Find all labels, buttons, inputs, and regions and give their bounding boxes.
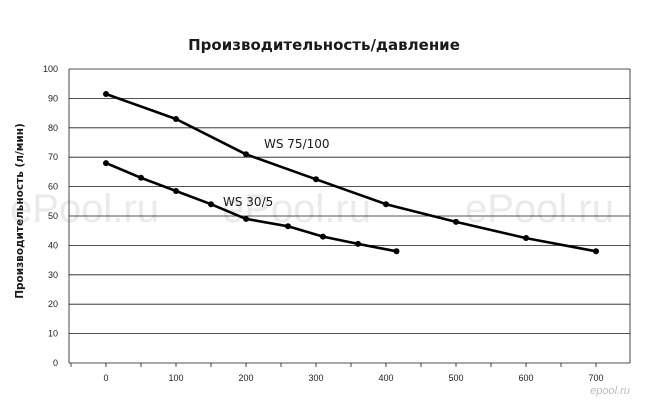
series-label: WS 30/5 xyxy=(223,195,273,209)
data-point xyxy=(393,248,400,255)
y-tick-label: 80 xyxy=(48,123,58,133)
data-point xyxy=(383,201,389,208)
x-tick-label: 300 xyxy=(308,373,323,383)
y-tick-label: 10 xyxy=(48,329,58,339)
y-axis-label: Производительность (л/мин) xyxy=(14,123,26,299)
data-point xyxy=(453,218,459,225)
y-tick-label: 70 xyxy=(48,152,58,162)
data-point xyxy=(103,90,109,97)
data-point xyxy=(285,223,291,230)
x-tick-label: 0 xyxy=(103,373,108,383)
x-tick-label: 700 xyxy=(588,373,603,383)
x-tick-label: 100 xyxy=(168,373,183,383)
data-point xyxy=(208,201,214,208)
y-tick-label: 30 xyxy=(48,270,58,280)
series-label: WS 75/100 xyxy=(264,137,330,151)
x-tick-label: 600 xyxy=(518,373,533,383)
data-point xyxy=(138,174,144,181)
data-point xyxy=(173,115,179,122)
data-point xyxy=(320,233,326,240)
y-tick-label: 0 xyxy=(53,358,58,368)
watermark-text: ePool.ru xyxy=(465,187,614,231)
data-point xyxy=(103,160,109,167)
y-tick-label: 100 xyxy=(43,64,58,74)
x-tick-labels: 0 100 200 300 400 500 600 700 xyxy=(70,363,604,383)
y-tick-label: 60 xyxy=(48,182,58,192)
data-point xyxy=(313,176,319,183)
watermark-text: ePool.ru xyxy=(10,187,159,231)
y-tick-labels: 0 10 20 30 40 50 60 70 80 90 100 xyxy=(43,64,58,368)
data-point xyxy=(243,151,249,158)
series-layer: WS 75/100 WS 30/5 xyxy=(103,90,599,255)
y-tick-label: 40 xyxy=(48,240,58,250)
x-tick-label: 400 xyxy=(378,373,393,383)
chart-title: Производительность/давление xyxy=(188,36,460,54)
series-line xyxy=(105,92,597,253)
data-point xyxy=(173,188,179,195)
data-point xyxy=(593,248,599,255)
data-point xyxy=(243,215,249,222)
x-tick-label: 200 xyxy=(238,373,253,383)
data-point xyxy=(355,240,361,247)
y-tick-label: 20 xyxy=(48,299,58,309)
watermark-layer: ePool.ru ePool.ru ePool.ru xyxy=(10,187,614,231)
y-tick-label: 50 xyxy=(48,211,58,221)
x-tick-label: 500 xyxy=(448,373,463,383)
watermark-text: ePool.ru xyxy=(222,187,371,231)
grid-lines xyxy=(68,68,631,364)
y-tick-label: 90 xyxy=(48,93,58,103)
data-point xyxy=(523,235,529,242)
corner-watermark: epool.ru xyxy=(590,385,630,397)
